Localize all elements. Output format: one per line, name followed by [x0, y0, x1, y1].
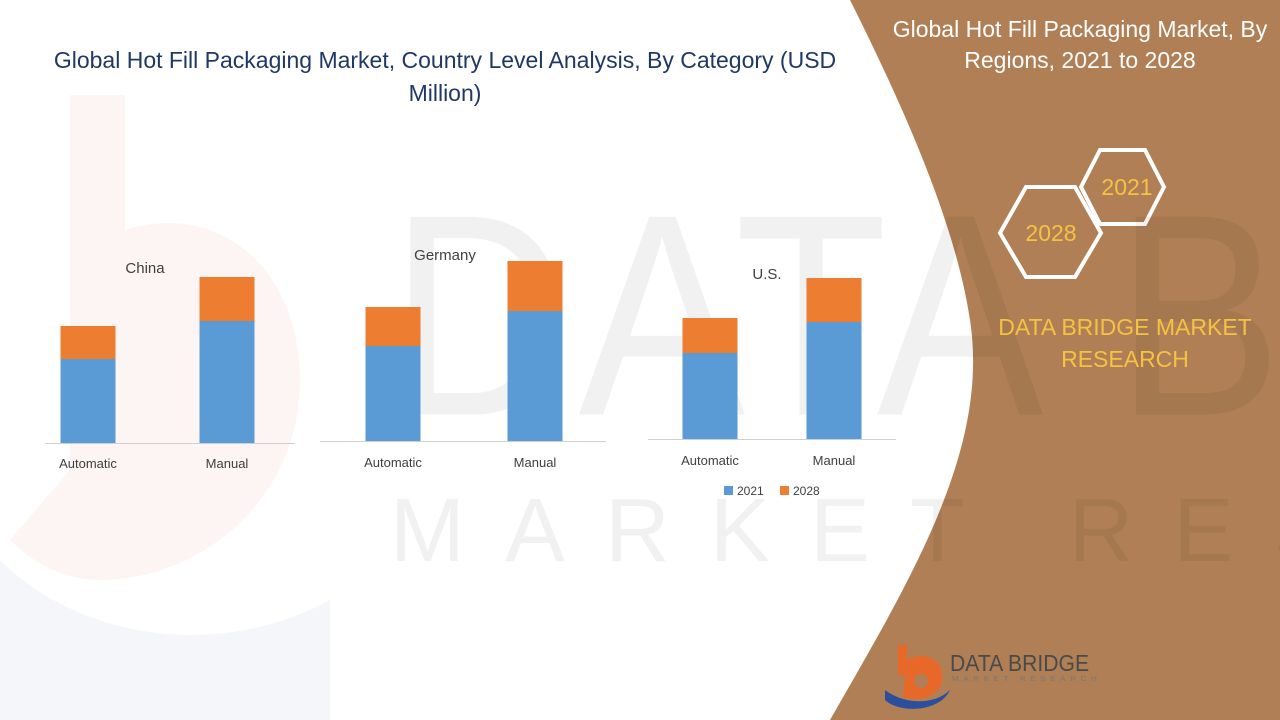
bar-manual-2021	[507, 311, 563, 441]
chart-0: China Automatic Manual	[45, 260, 295, 471]
hex-label-2028: 2028	[1025, 220, 1077, 246]
watermark-logo-shape	[10, 95, 300, 580]
bar-automatic-2028	[365, 307, 421, 346]
legend-swatch-2021	[724, 486, 733, 495]
brand-name: DATA BRIDGE MARKET RESEARCH	[998, 314, 1252, 372]
x-tick-label: Automatic	[364, 455, 422, 470]
x-tick-label: Manual	[206, 456, 249, 471]
logo-mark-icon	[885, 645, 950, 709]
hexagon-2021	[1078, 148, 1167, 226]
bar-automatic-2021	[60, 359, 116, 443]
bar-automatic-2028	[682, 318, 738, 353]
chart-2: U.S. Automatic Manual	[648, 266, 896, 468]
chart-1: Germany Automatic Manual	[320, 247, 606, 470]
chart-label: Germany	[414, 247, 476, 264]
logo-subtitle: MARKET RESEARCH	[952, 676, 1102, 683]
chart-label: China	[125, 260, 165, 277]
bar-manual-2021	[806, 322, 862, 439]
bar-manual-2028	[507, 261, 563, 311]
bar-automatic-2021	[682, 353, 738, 439]
x-tick-label: Automatic	[59, 456, 117, 471]
legend: 2021 2028	[724, 484, 820, 498]
legend-label-2028: 2028	[793, 484, 820, 498]
hex-label-2021: 2021	[1101, 174, 1153, 200]
side-panel	[830, 0, 1280, 720]
x-tick-label: Manual	[514, 455, 557, 470]
bar-automatic-2021	[365, 346, 421, 441]
watermark-logo-swoosh	[0, 560, 330, 720]
logo-name: DATA BRIDGE	[950, 650, 1090, 676]
side-panel-title: Global Hot Fill Packaging Market, By Reg…	[892, 16, 1268, 73]
bar-manual-2021	[199, 321, 255, 443]
bar-manual-2028	[199, 277, 255, 321]
hexagon-2028	[997, 185, 1104, 279]
bar-manual-2028	[806, 278, 862, 322]
legend-swatch-2028	[780, 486, 789, 495]
x-tick-label: Manual	[813, 453, 856, 468]
x-tick-label: Automatic	[681, 453, 739, 468]
legend-label-2021: 2021	[737, 484, 764, 498]
chart-title: Global Hot Fill Packaging Market, Countr…	[53, 47, 837, 106]
bar-automatic-2028	[60, 326, 116, 359]
chart-label: U.S.	[752, 266, 781, 283]
